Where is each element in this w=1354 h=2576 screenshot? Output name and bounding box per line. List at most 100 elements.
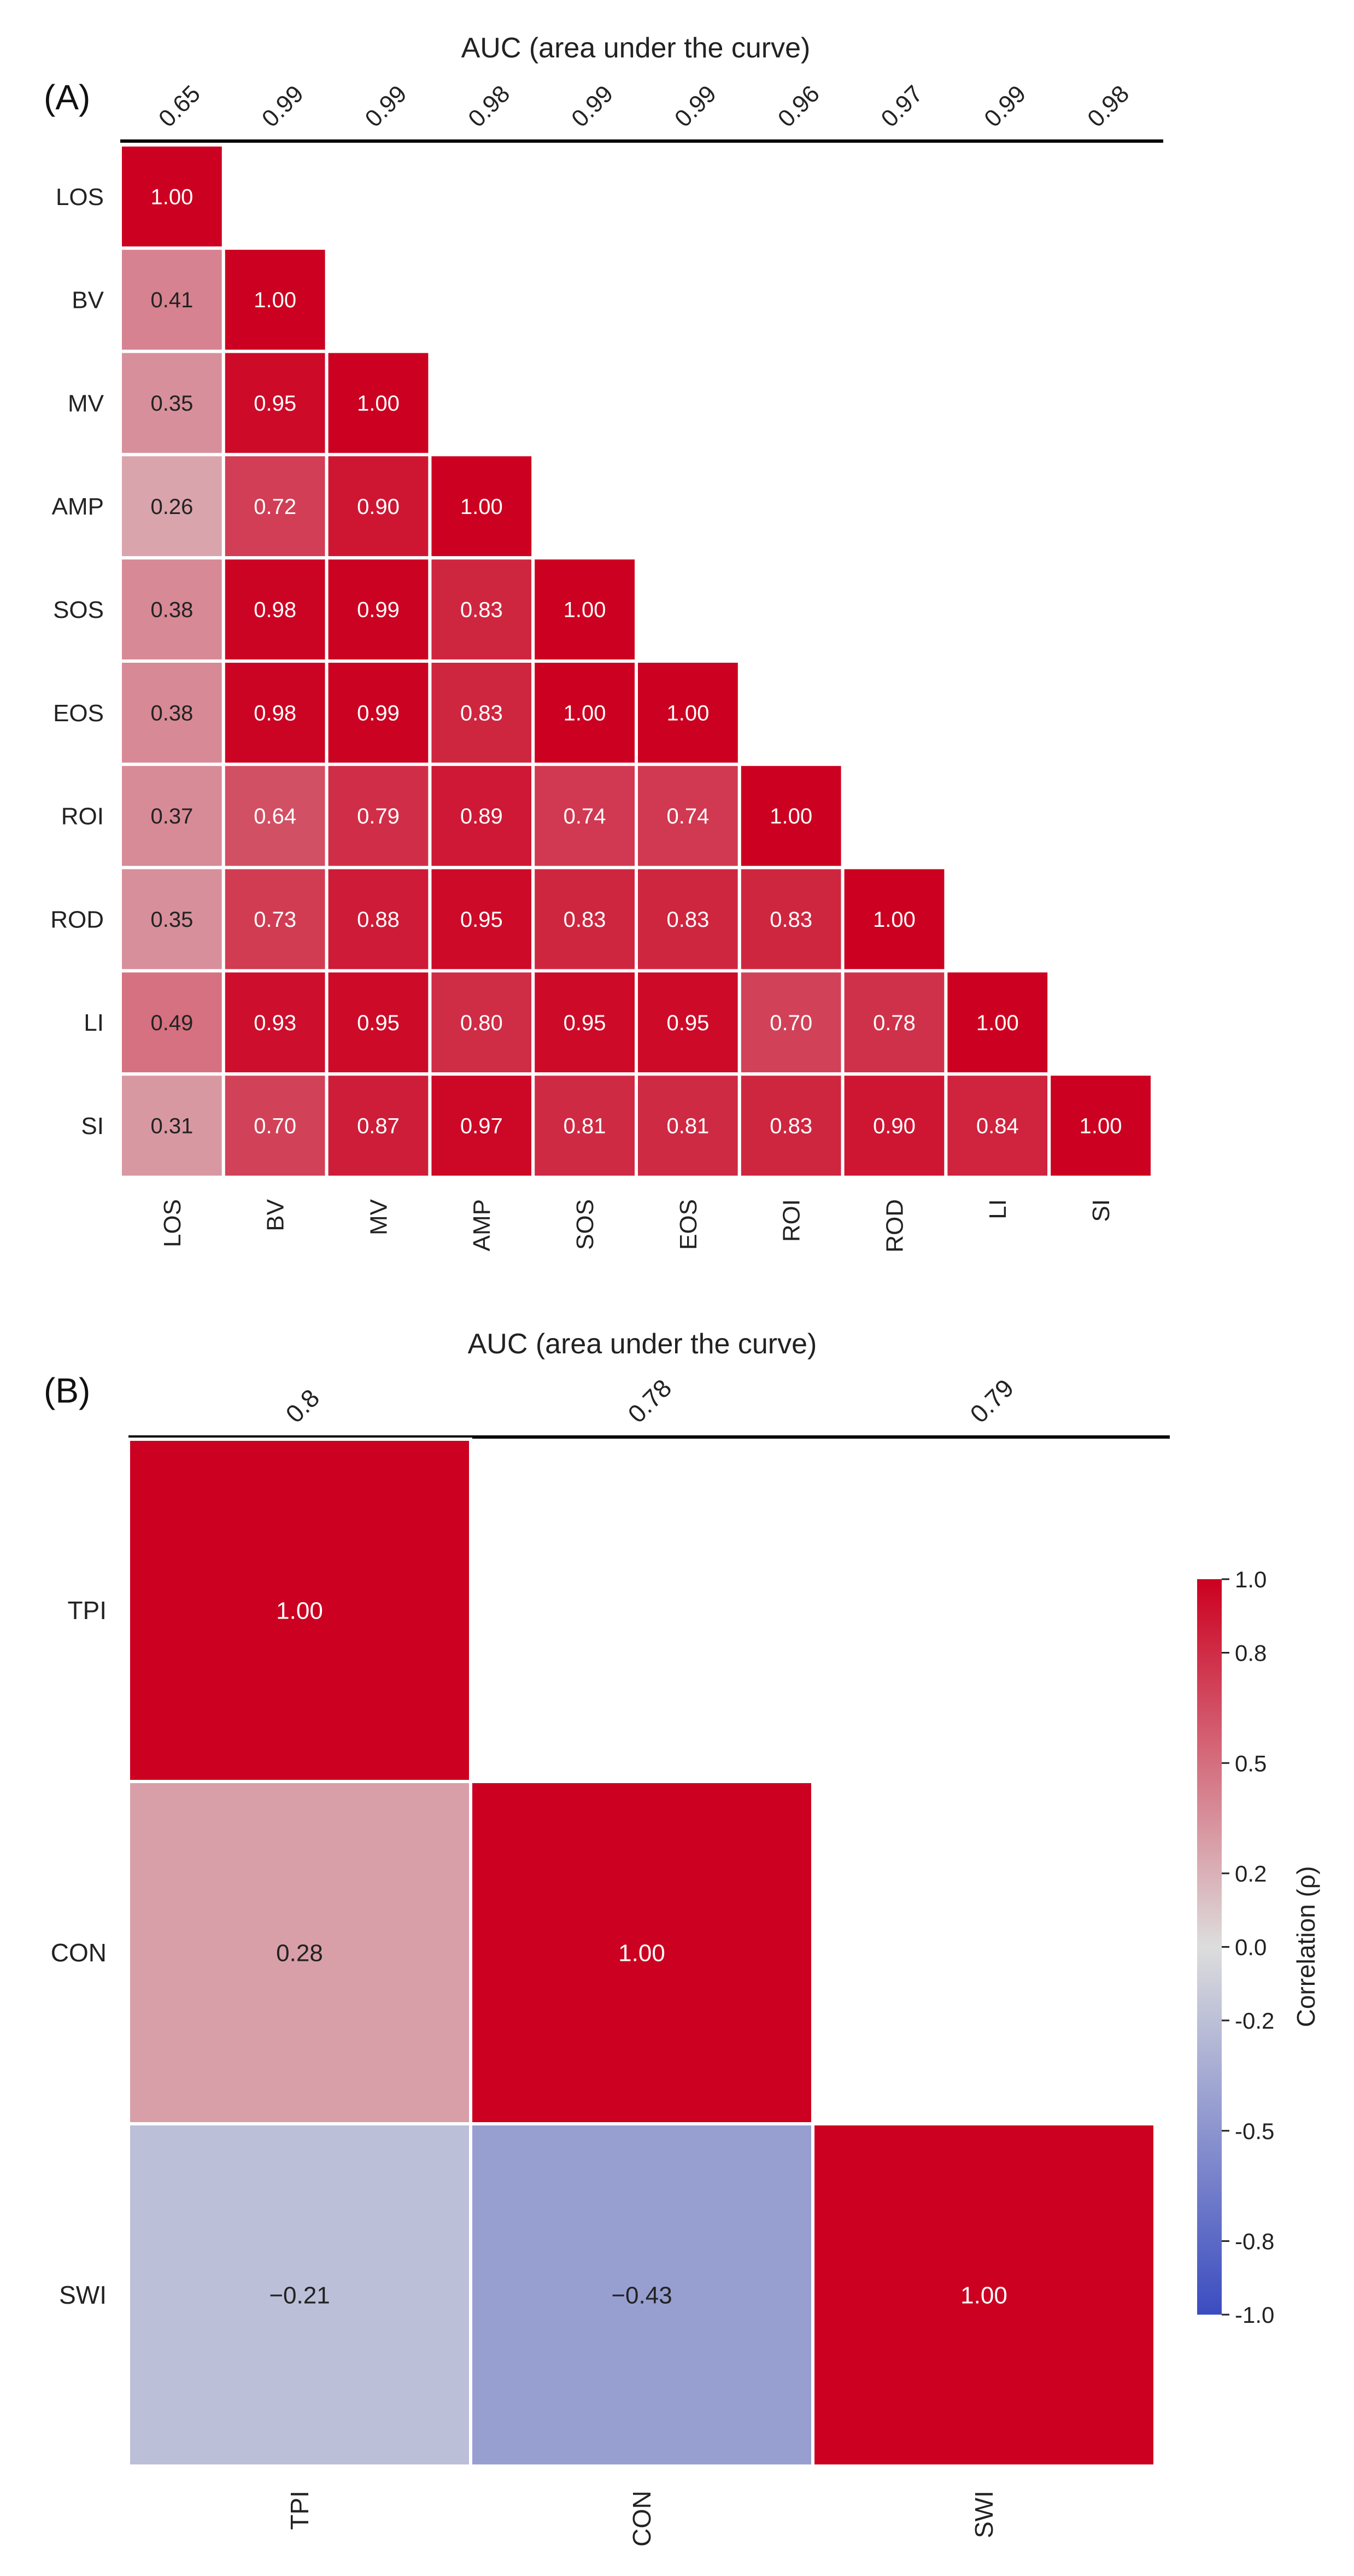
column-label: SWI xyxy=(970,2491,998,2538)
cell-value-label: 1.00 xyxy=(666,701,709,725)
auc-tick-label: 0.79 xyxy=(964,1374,1019,1428)
cell-value-label: 0.88 xyxy=(357,908,400,932)
colorbar-tick-label: -1.0 xyxy=(1235,2302,1274,2328)
cell-value-label: 1.00 xyxy=(770,804,812,828)
heatmap-cell xyxy=(635,866,741,973)
heatmap-cell xyxy=(119,969,225,1076)
panel-b-column-labels: TPI CON SWI xyxy=(285,2491,998,2546)
cell-value-label: 0.98 xyxy=(254,701,296,725)
cell-value-label: 0.95 xyxy=(254,392,296,416)
row-label: EOS xyxy=(53,700,104,727)
auc-tick-label: 0.99 xyxy=(670,80,722,132)
row-label: ROI xyxy=(61,803,104,830)
row-label: AMP xyxy=(52,493,104,520)
heatmap-cell xyxy=(531,762,638,869)
cell-value-label: 1.00 xyxy=(276,1597,323,1624)
column-label: CON xyxy=(628,2491,656,2546)
panel-b-cells: 1.00 0.28 1.00 −0.21 −0.43 1.00 xyxy=(127,1438,1157,2468)
column-label: SI xyxy=(1088,1199,1115,1222)
colorbar-tick-label: 1.0 xyxy=(1235,1567,1267,1592)
cell-value-label: 0.83 xyxy=(564,908,606,932)
heatmap-cell xyxy=(127,1438,472,1783)
panel-a-label: (A) xyxy=(44,78,90,117)
auc-tick-label: 0.99 xyxy=(979,80,1031,132)
panel-b-row-labels: TPI CON SWI xyxy=(51,1596,107,2309)
row-label: LI xyxy=(84,1009,104,1036)
cell-value-label: 1.00 xyxy=(357,392,400,416)
heatmap-cell xyxy=(531,556,638,663)
cell-value-label: 0.95 xyxy=(460,908,503,932)
cell-value-label: 0.74 xyxy=(564,804,606,828)
row-label: SI xyxy=(81,1113,104,1140)
colorbar-label: Correlation (ρ) xyxy=(1292,1866,1320,2028)
heatmap-cell xyxy=(221,969,329,1076)
cell-value-label: 0.93 xyxy=(254,1011,296,1035)
cell-value-label: 0.70 xyxy=(254,1114,296,1138)
row-label: LOS xyxy=(56,184,104,211)
cell-value-label: 1.00 xyxy=(254,288,296,312)
column-label: ROD xyxy=(881,1199,908,1253)
panel-b-heatmap: (B) AUC (area under the curve) 0.8 0.78 0.… xyxy=(44,1328,1170,2546)
auc-tick-label: 0.8 xyxy=(280,1383,325,1428)
heatmap-cell xyxy=(635,1072,741,1179)
cell-value-label: 0.90 xyxy=(873,1114,916,1138)
cell-value-label: 1.00 xyxy=(976,1011,1019,1035)
row-label: CON xyxy=(51,1938,107,1967)
heatmap-cell xyxy=(469,2122,814,2468)
heatmap-cell xyxy=(119,556,225,663)
cell-value-label: −0.21 xyxy=(269,2282,330,2309)
cell-value-label: 0.74 xyxy=(666,804,709,828)
cell-value-label: 0.28 xyxy=(276,1940,323,1966)
colorbar-tick-label: 0.0 xyxy=(1235,1935,1267,1960)
heatmap-cell xyxy=(737,1072,845,1179)
heatmap-cell xyxy=(119,246,225,353)
heatmap-cell xyxy=(325,453,432,560)
heatmap-cell xyxy=(119,866,225,973)
cell-value-label: 0.81 xyxy=(666,1114,709,1138)
cell-value-label: 0.79 xyxy=(357,804,400,828)
auc-tick-label: 0.97 xyxy=(876,80,928,132)
column-label: BV xyxy=(262,1199,289,1231)
panel-b-auc-tick-labels: 0.8 0.78 0.79 xyxy=(280,1374,1019,1428)
cell-value-label: 0.87 xyxy=(357,1114,400,1138)
cell-value-label: 0.73 xyxy=(254,908,296,932)
heatmap-cell xyxy=(841,866,948,973)
heatmap-cell xyxy=(428,453,535,560)
column-label: MV xyxy=(365,1199,392,1235)
auc-tick-label: 0.99 xyxy=(566,80,618,132)
cell-value-label: 0.80 xyxy=(460,1011,503,1035)
column-label: ROI xyxy=(778,1199,805,1242)
cell-value-label: 0.95 xyxy=(666,1011,709,1035)
heatmap-cell xyxy=(325,349,432,457)
heatmap-cell xyxy=(325,659,432,766)
column-label: EOS xyxy=(675,1199,702,1250)
colorbar-gradient xyxy=(1197,1579,1222,2315)
cell-value-label: 0.83 xyxy=(770,1114,812,1138)
cell-value-label: 0.83 xyxy=(666,908,709,932)
row-label: MV xyxy=(68,390,104,417)
cell-value-label: 1.00 xyxy=(1080,1114,1122,1138)
cell-value-label: 0.26 xyxy=(150,495,193,519)
heatmap-cell xyxy=(428,659,535,766)
auc-tick-label: 0.98 xyxy=(463,80,515,132)
cell-value-label: 0.35 xyxy=(150,392,193,416)
column-label: AMP xyxy=(468,1199,495,1251)
heatmap-cell xyxy=(737,762,845,869)
heatmap-cell xyxy=(127,2122,472,2468)
cell-value-label: 0.64 xyxy=(254,804,296,828)
column-label: LI xyxy=(984,1199,1011,1219)
panel-a-column-labels: LOS BV MV AMP SOS EOS ROI ROD LI SI xyxy=(159,1199,1115,1252)
panel-a-heatmap: (A) AUC (area under the curve) 0.65 0.99 0… xyxy=(44,32,1163,1253)
cell-value-label: 0.35 xyxy=(150,908,193,932)
heatmap-cell xyxy=(428,866,535,973)
cell-value-label: 0.95 xyxy=(564,1011,606,1035)
cell-value-label: 0.98 xyxy=(254,598,296,622)
colorbar-tick-label: 0.2 xyxy=(1235,1861,1267,1886)
cell-value-label: 0.37 xyxy=(150,804,193,828)
colorbar-tick-label: -0.5 xyxy=(1235,2118,1274,2144)
column-label: LOS xyxy=(159,1199,186,1247)
cell-value-label: 0.89 xyxy=(460,804,503,828)
heatmap-cell xyxy=(221,1072,329,1179)
row-label: SOS xyxy=(53,597,104,623)
row-label: TPI xyxy=(67,1596,107,1625)
